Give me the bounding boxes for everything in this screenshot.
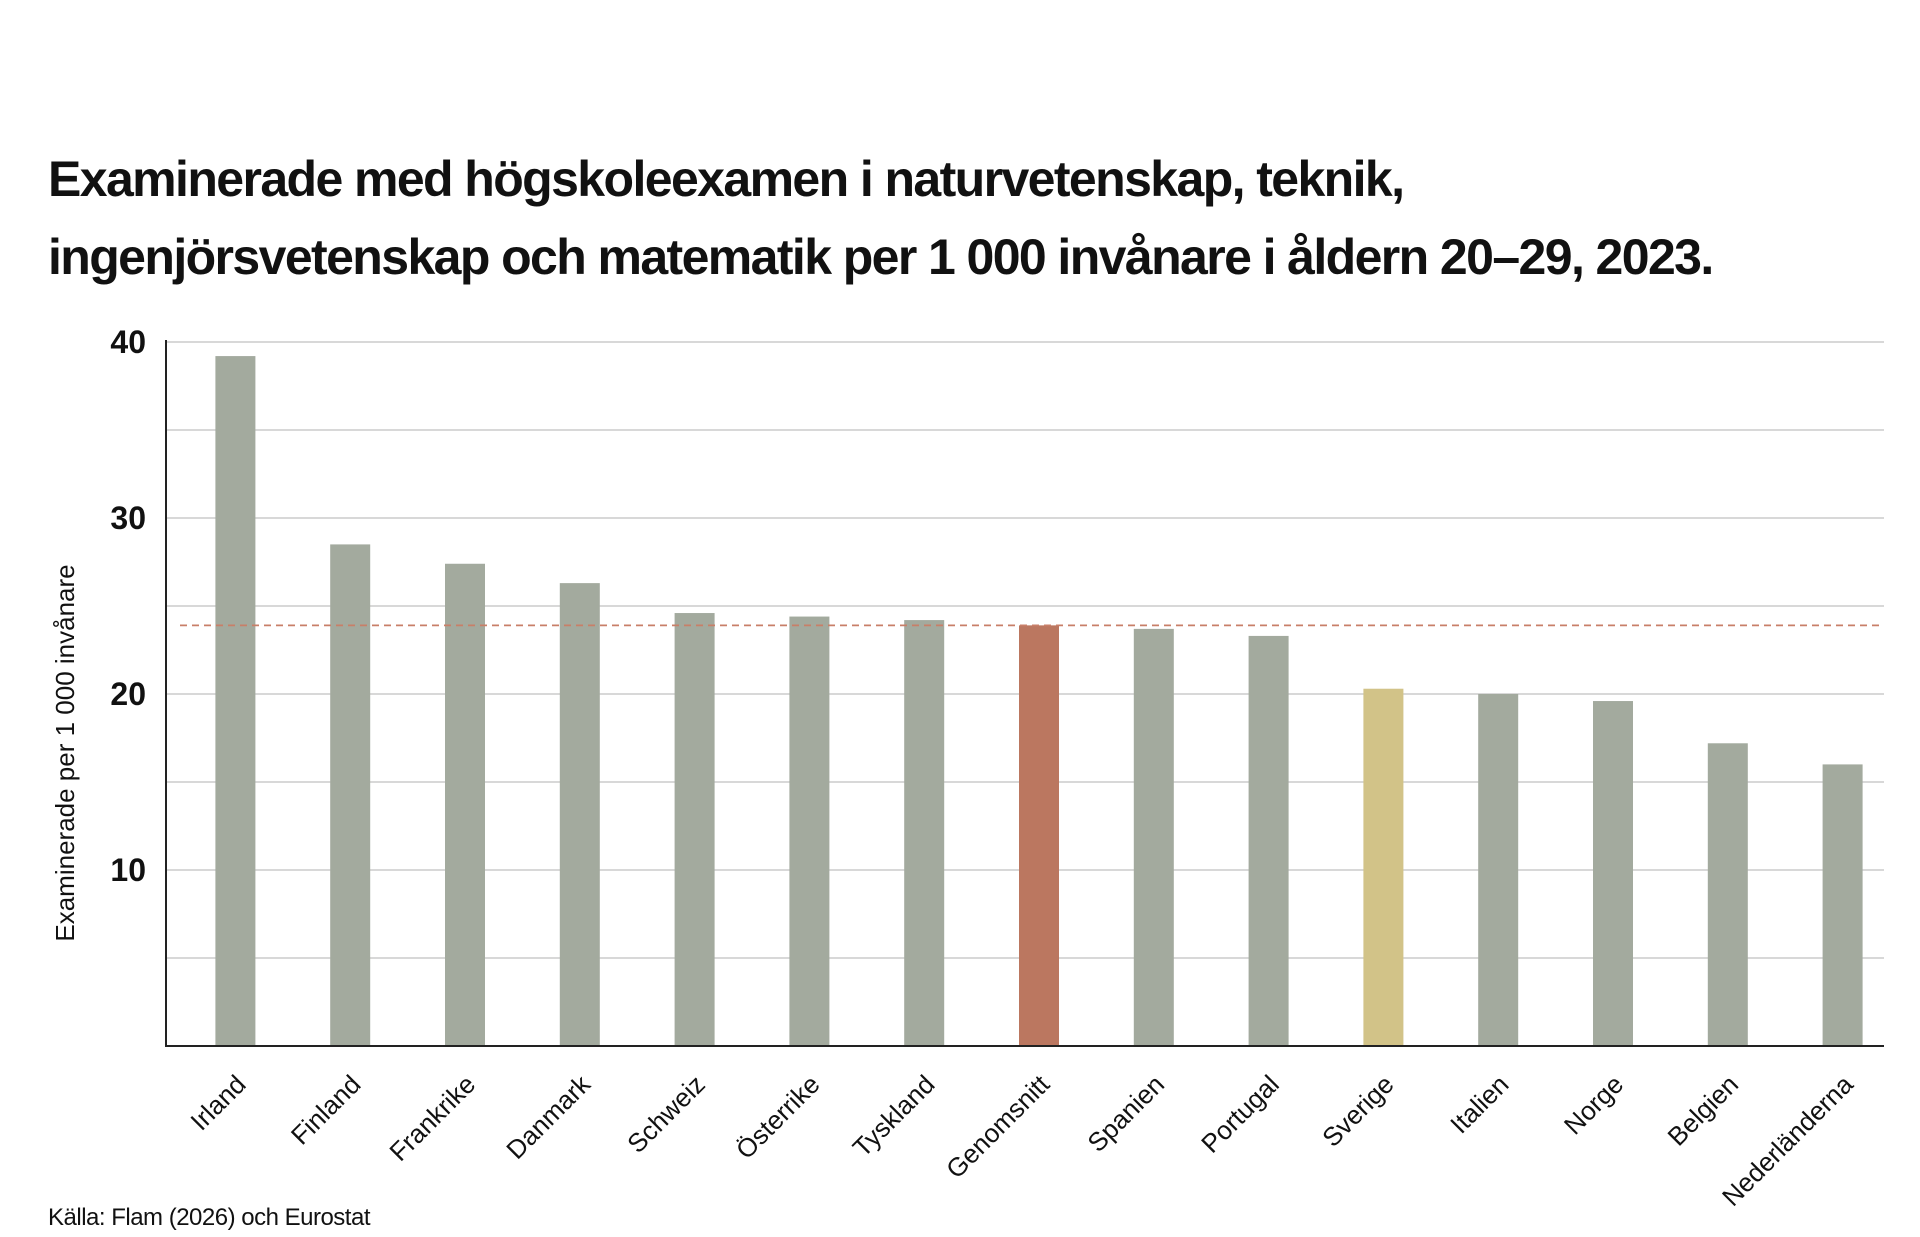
y-tick-label: 10 bbox=[110, 852, 146, 888]
axes bbox=[165, 340, 1884, 1047]
x-tick-label: Tyskland bbox=[847, 1069, 941, 1163]
y-axis-label: Examinerade per 1 000 invånare bbox=[50, 564, 80, 941]
x-tick-labels: Irland Finland Frankrike Danmark Schweiz Öste… bbox=[184, 1068, 1859, 1212]
x-tick-label: Danmark bbox=[500, 1068, 597, 1165]
bar-3 bbox=[445, 563, 485, 1046]
x-tick-label: Italien bbox=[1444, 1069, 1514, 1139]
bars bbox=[215, 356, 1863, 1047]
bar-8 bbox=[1019, 625, 1059, 1046]
bar-14 bbox=[1707, 743, 1748, 1046]
bar-7 bbox=[904, 620, 945, 1046]
x-tick-label: Portugal bbox=[1195, 1069, 1285, 1159]
x-tick-label: Schweiz bbox=[621, 1069, 711, 1159]
bar-12 bbox=[1478, 694, 1519, 1046]
bar-6 bbox=[789, 616, 830, 1046]
x-tick-label: Frankrike bbox=[383, 1069, 481, 1167]
bar-15 bbox=[1822, 764, 1863, 1046]
bar-5 bbox=[674, 613, 715, 1046]
x-tick-label: Irland bbox=[184, 1069, 251, 1136]
x-tick-label: Genomsnitt bbox=[940, 1068, 1056, 1184]
x-tick-label: Sverige bbox=[1316, 1069, 1400, 1153]
y-tick-label: 20 bbox=[110, 676, 146, 712]
x-tick-label: Finland bbox=[285, 1069, 367, 1151]
y-tick-label: 40 bbox=[110, 324, 146, 360]
bar-1 bbox=[215, 356, 256, 1047]
x-tick-label: Spanien bbox=[1081, 1069, 1170, 1158]
x-tick-label: Norge bbox=[1558, 1069, 1629, 1140]
source-note: Källa: Flam (2026) och Eurostat bbox=[48, 1204, 371, 1231]
y-tick-labels: 10 20 30 40 bbox=[110, 324, 146, 888]
chart-title-line-1: Examinerade med högskoleexamen i naturve… bbox=[48, 151, 1405, 207]
chart-title-line-2: ingenjörsvetenskap och matematik per 1 0… bbox=[48, 229, 1714, 285]
bar-2 bbox=[330, 544, 371, 1046]
bar-10 bbox=[1248, 635, 1289, 1046]
bar-4 bbox=[559, 583, 600, 1046]
bar-11 bbox=[1363, 688, 1404, 1046]
x-tick-label: Österrike bbox=[730, 1069, 826, 1165]
bar-13 bbox=[1593, 701, 1633, 1046]
y-tick-label: 30 bbox=[110, 500, 146, 536]
bar-9 bbox=[1133, 628, 1174, 1046]
x-tick-label: Belgien bbox=[1661, 1069, 1744, 1152]
